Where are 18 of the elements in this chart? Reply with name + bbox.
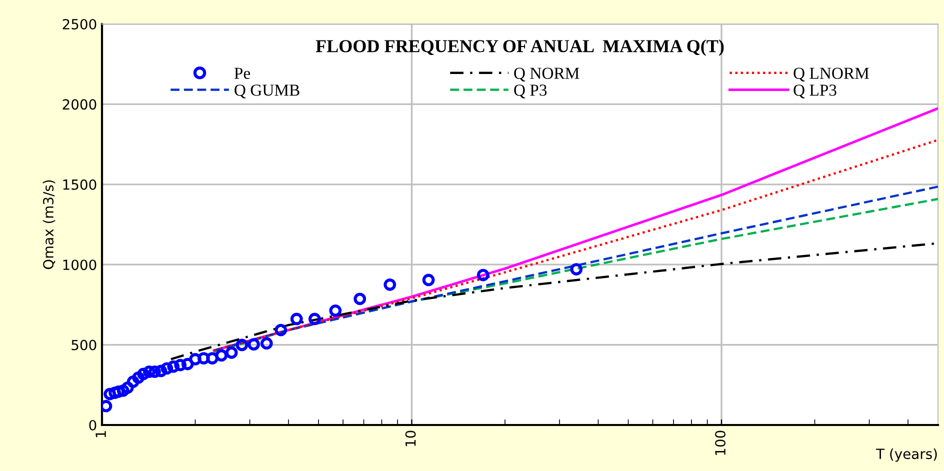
legend-label: Q GUMB [234, 84, 300, 98]
x-tick-label: 10 [405, 430, 416, 446]
x-tick-label: 1 [96, 431, 106, 438]
legend-label: Q NORM [514, 68, 580, 82]
y-tick-label: 1500 [63, 179, 96, 190]
y-tick-label: 1000 [63, 260, 96, 270]
y-tick-label: 2500 [62, 18, 96, 30]
legend-label: Q LNORM [794, 68, 869, 82]
x-axis-title: T (years) [876, 448, 937, 462]
text: FLOOD FREQUENCY OF ANUAL MAXIMA Q(T) [316, 40, 724, 56]
legend-label: Q P3 [514, 84, 547, 98]
y-axis-title: Qmax (m3/s) [42, 180, 56, 270]
legend-label: Q LP3 [794, 84, 836, 98]
y-tick-label: 0 [89, 420, 96, 430]
y-tick-label: 2000 [62, 99, 96, 110]
legend-label: Pe [234, 68, 250, 79]
y-tick-label: 500 [72, 340, 96, 350]
x-tick-label: 100 [715, 430, 726, 455]
